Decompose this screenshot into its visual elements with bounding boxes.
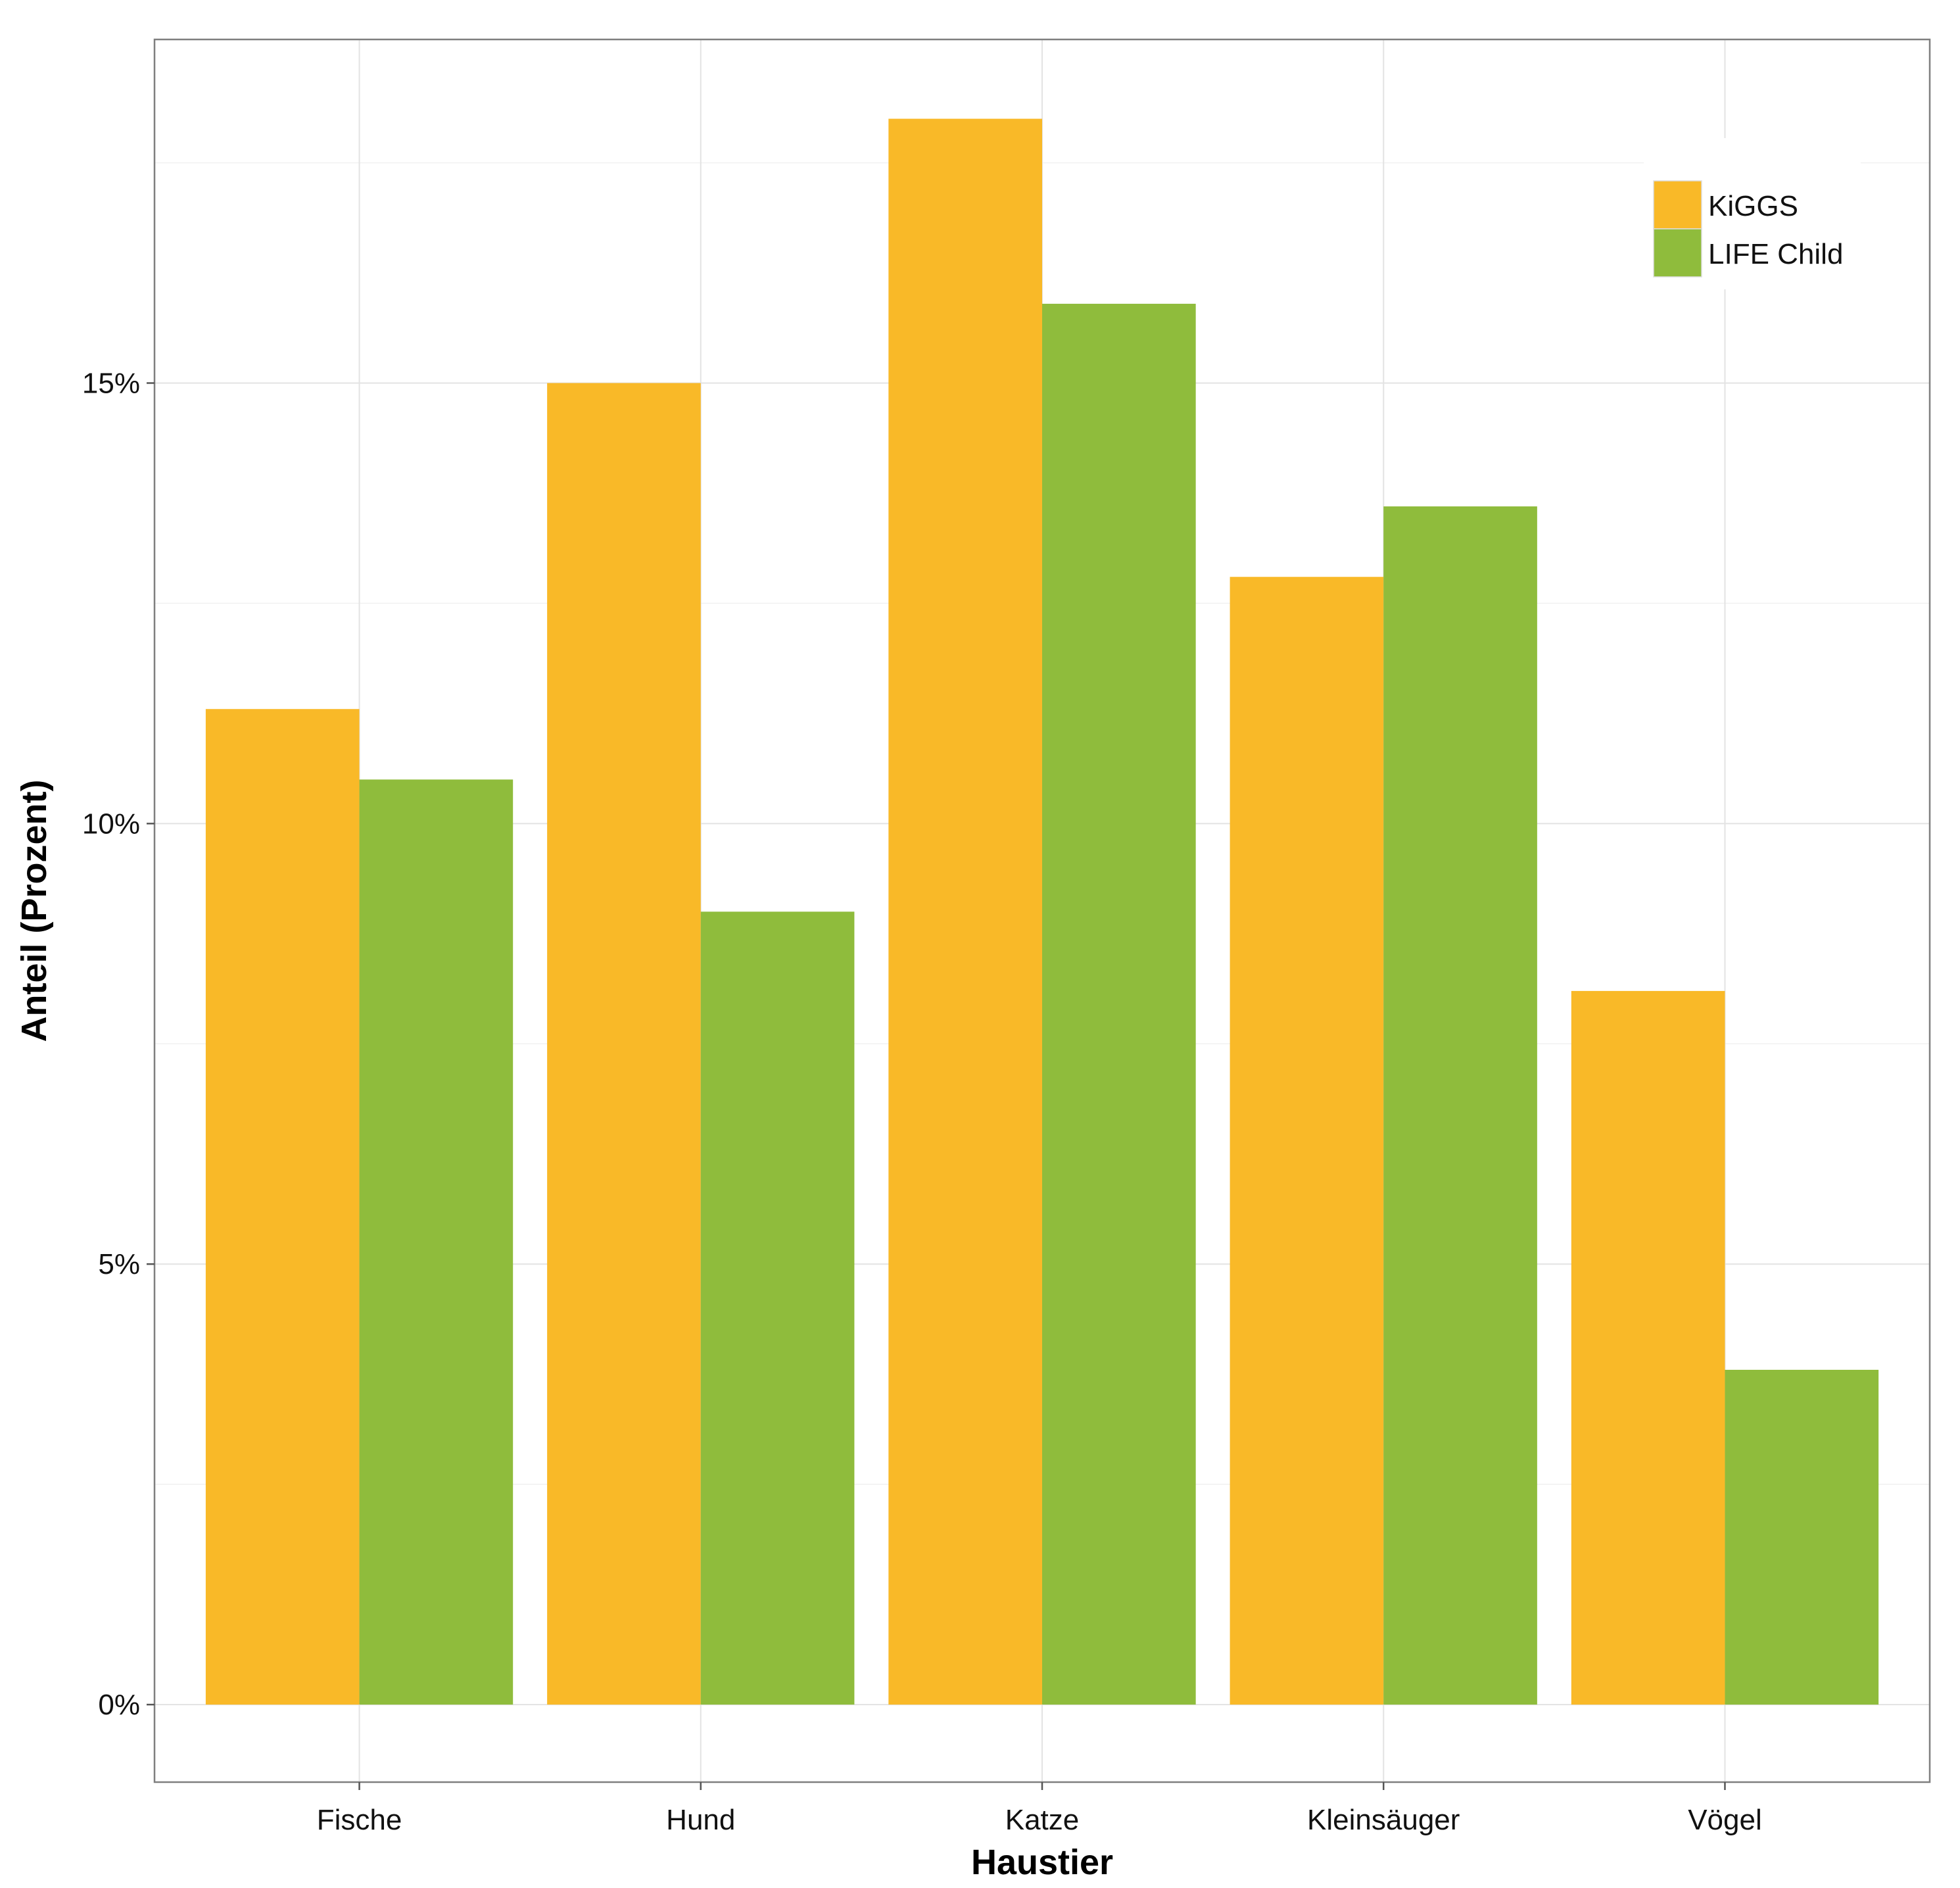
bars [205,118,1879,1705]
x-axis: Fische Hund Katze Kleinsäuger Vögel [317,1782,1762,1836]
x-tick-label: Vögel [1688,1804,1762,1836]
legend-label-kiggs: KiGGS [1708,190,1798,222]
y-axis: 0% 5% 10% 15% [82,367,155,1721]
x-tick-label: Hund [666,1804,735,1836]
x-tick-label: Fische [317,1804,402,1836]
bar-life-child-4 [1725,1370,1879,1705]
y-tick-label: 15% [82,367,140,399]
x-tick-label: Kleinsäuger [1307,1804,1460,1836]
legend-key-kiggs [1653,180,1702,230]
y-tick-label: 10% [82,808,140,840]
x-axis-title: Haustier [971,1843,1113,1882]
bar-kiggs-2 [888,118,1042,1705]
bar-kiggs-1 [547,383,701,1705]
bar-kiggs-4 [1571,990,1725,1705]
bar-kiggs-3 [1230,577,1384,1705]
bar-kiggs-0 [205,709,360,1705]
legend-key-life-child [1653,228,1702,278]
legend: KiGGS LIFE Child [1644,138,1861,289]
x-tick-label: Katze [1005,1804,1080,1836]
y-axis-title: Anteil (Prozent) [14,780,54,1042]
bar-life-child-2 [1042,303,1196,1705]
y-tick-label: 5% [98,1248,140,1280]
bar-life-child-3 [1383,506,1537,1705]
legend-label-life-child: LIFE Child [1708,238,1843,270]
bar-life-child-0 [359,779,514,1705]
y-tick-label: 0% [98,1689,140,1721]
bar-life-child-1 [700,911,855,1705]
